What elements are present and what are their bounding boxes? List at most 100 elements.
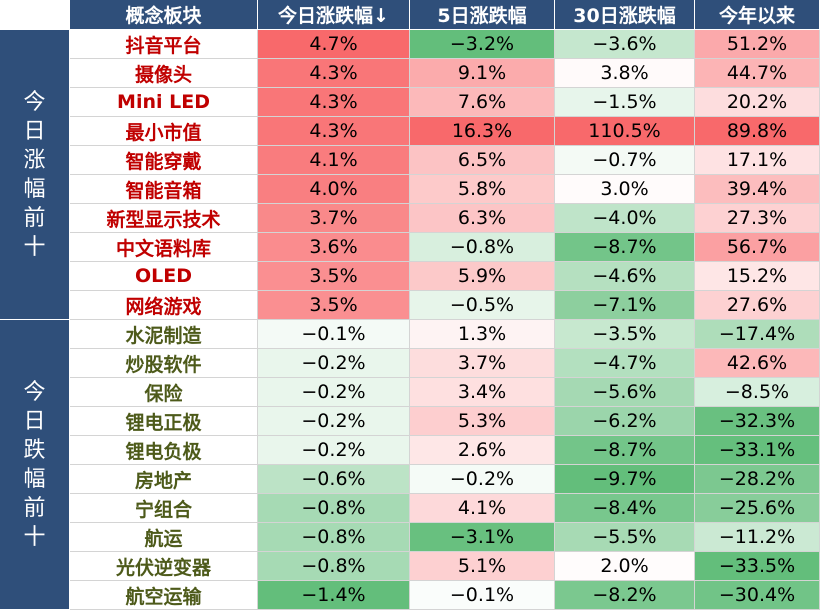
sector-name[interactable]: 网络游戏 [70,291,258,320]
cell-today: −0.2% [258,378,410,407]
cell-ytd: −25.6% [695,494,820,523]
cell-d30: −3.5% [555,320,695,349]
sector-name[interactable]: 新型显示技术 [70,204,258,233]
cell-d5: 4.1% [410,494,555,523]
sector-name[interactable]: 房地产 [70,465,258,494]
cell-d5: 5.8% [410,175,555,204]
cell-d30: −9.7% [555,465,695,494]
cell-today: 3.5% [258,291,410,320]
sector-name[interactable]: 宁组合 [70,494,258,523]
cell-d30: −8.4% [555,494,695,523]
cell-d30: −1.5% [555,88,695,117]
header-today-change[interactable]: 今日涨跌幅↓ [258,0,410,30]
cell-ytd: −28.2% [695,465,820,494]
sector-name[interactable]: 锂电正极 [70,407,258,436]
cell-ytd: 27.3% [695,204,820,233]
cell-today: −0.8% [258,523,410,552]
header-30day-change[interactable]: 30日涨跌幅 [555,0,695,30]
cell-ytd: −33.1% [695,436,820,465]
sector-name[interactable]: 航空运输 [70,581,258,610]
cell-ytd: −17.4% [695,320,820,349]
cell-d5: −0.5% [410,291,555,320]
sector-name[interactable]: 抖音平台 [70,30,258,59]
cell-ytd: 15.2% [695,262,820,291]
cell-d5: 5.9% [410,262,555,291]
sector-name[interactable]: 中文语料库 [70,233,258,262]
cell-d30: −8.7% [555,233,695,262]
cell-d30: 3.0% [555,175,695,204]
cell-d30: −6.2% [555,407,695,436]
cell-ytd: 89.8% [695,117,820,146]
header-corner [0,0,70,30]
sector-name[interactable]: 智能音箱 [70,175,258,204]
cell-d5: −0.1% [410,581,555,610]
sector-name[interactable]: 保险 [70,378,258,407]
cell-d5: 3.7% [410,349,555,378]
cell-ytd: 39.4% [695,175,820,204]
cell-today: 4.0% [258,175,410,204]
header-sector[interactable]: 概念板块 [70,0,258,30]
cell-d30: −8.2% [555,581,695,610]
cell-d30: −7.1% [555,291,695,320]
cell-today: 4.1% [258,146,410,175]
cell-today: −0.1% [258,320,410,349]
cell-today: −0.8% [258,494,410,523]
cell-ytd: 20.2% [695,88,820,117]
sector-name[interactable]: 航运 [70,523,258,552]
cell-d30: −4.0% [555,204,695,233]
cell-ytd: 27.6% [695,291,820,320]
cell-d5: 6.3% [410,204,555,233]
cell-d5: −3.2% [410,30,555,59]
cell-d5: −0.8% [410,233,555,262]
cell-d30: 3.8% [555,59,695,88]
cell-today: −0.2% [258,349,410,378]
cell-ytd: 51.2% [695,30,820,59]
sector-name[interactable]: 最小市值 [70,117,258,146]
sector-name[interactable]: 锂电负极 [70,436,258,465]
cell-today: 4.3% [258,88,410,117]
sector-name[interactable]: 水泥制造 [70,320,258,349]
cell-ytd: −30.4% [695,581,820,610]
cell-d30: −4.6% [555,262,695,291]
cell-d5: 1.3% [410,320,555,349]
sector-name[interactable]: OLED [70,262,258,291]
header-ytd-change[interactable]: 今年以来 [695,0,820,30]
cell-ytd: 42.6% [695,349,820,378]
header-5day-change[interactable]: 5日涨跌幅 [410,0,555,30]
cell-today: 3.5% [258,262,410,291]
group-label-top-losers: 今日跌幅前十 [0,320,70,610]
cell-ytd: 56.7% [695,233,820,262]
cell-d30: 110.5% [555,117,695,146]
cell-d5: 3.4% [410,378,555,407]
cell-ytd: 44.7% [695,59,820,88]
sector-name[interactable]: 摄像头 [70,59,258,88]
cell-d30: −4.7% [555,349,695,378]
cell-d5: 6.5% [410,146,555,175]
cell-d30: 2.0% [555,552,695,581]
cell-d30: −5.5% [555,523,695,552]
sector-name[interactable]: 光伏逆变器 [70,552,258,581]
cell-d5: 2.6% [410,436,555,465]
cell-today: −0.2% [258,407,410,436]
cell-ytd: −11.2% [695,523,820,552]
cell-d30: −8.7% [555,436,695,465]
cell-today: −0.2% [258,436,410,465]
cell-ytd: −32.3% [695,407,820,436]
cell-today: −1.4% [258,581,410,610]
cell-d5: 16.3% [410,117,555,146]
cell-d5: −0.2% [410,465,555,494]
sector-name[interactable]: 智能穿戴 [70,146,258,175]
sector-name[interactable]: Mini LED [70,88,258,117]
cell-d5: 7.6% [410,88,555,117]
cell-today: 3.7% [258,204,410,233]
cell-d30: −0.7% [555,146,695,175]
cell-today: 4.3% [258,59,410,88]
cell-ytd: −8.5% [695,378,820,407]
cell-today: 4.3% [258,117,410,146]
group-label-top-gainers: 今日涨幅前十 [0,30,70,320]
cell-d30: −3.6% [555,30,695,59]
sector-name[interactable]: 炒股软件 [70,349,258,378]
cell-d5: −3.1% [410,523,555,552]
cell-today: 3.6% [258,233,410,262]
